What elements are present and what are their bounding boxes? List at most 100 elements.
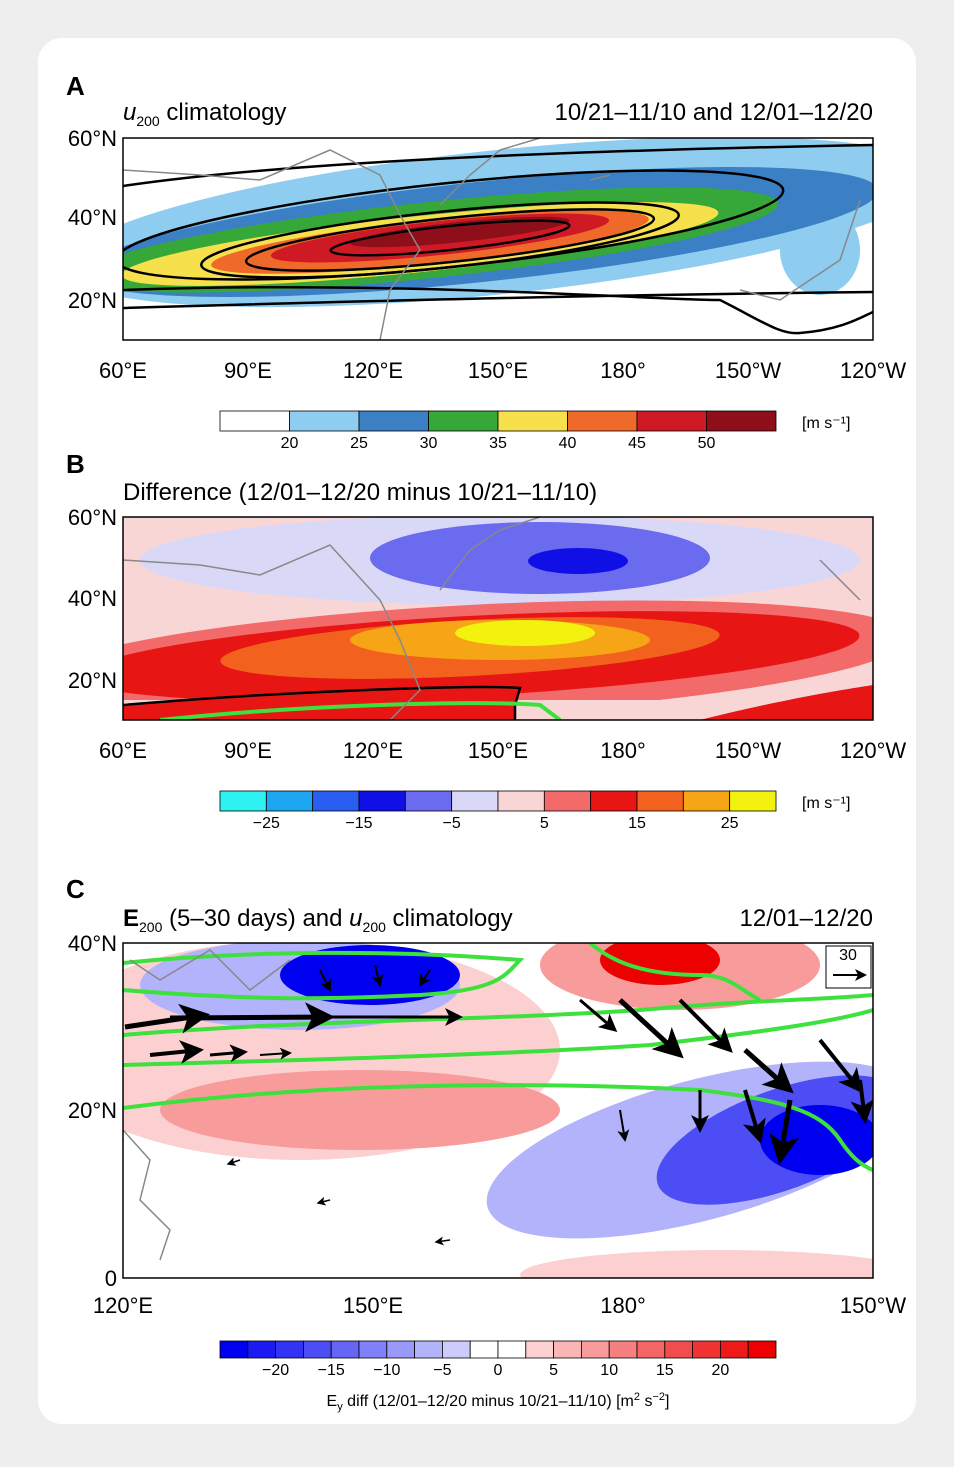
colorbar-swatch bbox=[497, 1340, 527, 1359]
colorbar-unit: [m s⁻¹] bbox=[802, 795, 850, 812]
colorbar-swatch bbox=[636, 1340, 666, 1359]
colorbar-label: 15 bbox=[628, 815, 646, 832]
title-part: Difference (12/01–12/20 minus 10/21–11/1… bbox=[123, 479, 597, 506]
colorbar-swatch bbox=[219, 1340, 249, 1359]
colorbar-swatch bbox=[219, 790, 267, 812]
colorbar-swatch bbox=[358, 410, 429, 432]
colorbar-label: 15 bbox=[656, 1362, 674, 1379]
colorbar-label: −5 bbox=[443, 815, 461, 832]
x-tick-label: 60°E bbox=[99, 738, 147, 763]
field-b bbox=[123, 517, 873, 720]
x-tick-label: 180° bbox=[600, 358, 646, 383]
colorbar-swatch bbox=[608, 1340, 638, 1359]
title-part: E bbox=[123, 905, 139, 932]
x-tick-label: 120°W bbox=[840, 738, 907, 763]
x-tick-label: 150°W bbox=[715, 738, 782, 763]
colorbar-label: 0 bbox=[494, 1362, 503, 1379]
y-tick-label: 40°N bbox=[68, 931, 117, 956]
colorbar-swatch bbox=[525, 1340, 554, 1359]
reference-label: 30 bbox=[839, 947, 857, 964]
x-tick-label: 150°E bbox=[343, 1293, 403, 1318]
colorbar-label: −25 bbox=[253, 815, 280, 832]
x-tick-label: 150°E bbox=[468, 738, 528, 763]
x-tick-label: 150°E bbox=[468, 358, 528, 383]
caption-part: −2 bbox=[652, 1391, 665, 1403]
colorbar-swatch bbox=[664, 1340, 693, 1359]
caption-part: ] bbox=[665, 1393, 669, 1410]
colorbar-swatch bbox=[441, 1340, 471, 1359]
field-c bbox=[123, 943, 873, 1278]
panel-label: C bbox=[66, 874, 85, 904]
panel-label: A bbox=[66, 71, 85, 101]
colorbar-swatch bbox=[386, 1340, 415, 1359]
caption-part: E bbox=[327, 1393, 338, 1410]
colorbar-label: −15 bbox=[345, 815, 372, 832]
title-part: 200 bbox=[139, 919, 163, 935]
panel-title: u200 climatology bbox=[123, 99, 286, 129]
colorbar-label: −15 bbox=[318, 1362, 345, 1379]
colorbar-swatch bbox=[636, 790, 684, 812]
colorbar-label: −20 bbox=[262, 1362, 289, 1379]
x-tick-label: 180° bbox=[600, 738, 646, 763]
x-tick-label: 60°E bbox=[99, 358, 147, 383]
colorbar-swatch bbox=[543, 790, 592, 812]
y-tick-label: 40°N bbox=[68, 205, 117, 230]
colorbar-label: 10 bbox=[600, 1362, 618, 1379]
colorbar-swatch bbox=[358, 1340, 388, 1359]
colorbar-swatch bbox=[497, 790, 545, 812]
colorbar-swatch bbox=[469, 1340, 499, 1359]
x-tick-label: 90°E bbox=[224, 738, 272, 763]
colorbar-swatch bbox=[219, 410, 290, 432]
x-tick-label: 120°W bbox=[840, 358, 907, 383]
panel-right-title: 12/01–12/20 bbox=[740, 905, 873, 932]
colorbar-swatch bbox=[428, 410, 499, 432]
colorbar-swatch bbox=[404, 790, 453, 812]
y-tick-label: 40°N bbox=[68, 586, 117, 611]
x-tick-label: 180° bbox=[600, 1293, 646, 1318]
colorbar-label: 25 bbox=[350, 435, 368, 452]
plot-frame bbox=[122, 516, 874, 721]
colorbar-caption: Ey diff (12/01–12/20 minus 10/21–11/10) … bbox=[327, 1391, 670, 1413]
colorbar-label: 50 bbox=[698, 435, 716, 452]
colorbar-swatch bbox=[247, 1340, 277, 1359]
colorbar-swatch bbox=[302, 1340, 332, 1359]
plot-frame bbox=[122, 942, 874, 1279]
plot-frame bbox=[122, 137, 874, 341]
colorbar-label: 35 bbox=[489, 435, 507, 452]
colorbar-swatch bbox=[692, 1340, 721, 1359]
title-part: climatology bbox=[160, 99, 287, 126]
reference-box bbox=[825, 945, 872, 989]
x-tick-label: 120°E bbox=[343, 738, 403, 763]
colorbar-label: 5 bbox=[549, 1362, 558, 1379]
colorbar-swatch bbox=[553, 1340, 582, 1359]
colorbar-label: −5 bbox=[433, 1362, 451, 1379]
x-tick-label: 120°E bbox=[343, 358, 403, 383]
y-tick-label: 20°N bbox=[68, 1098, 117, 1123]
y-tick-label: 60°N bbox=[68, 505, 117, 530]
panel-title: Difference (12/01–12/20 minus 10/21–11/1… bbox=[123, 479, 597, 506]
colorbar-label: 45 bbox=[628, 435, 646, 452]
caption-part: s bbox=[640, 1393, 652, 1410]
colorbar-label: 40 bbox=[559, 435, 577, 452]
colorbar-swatch bbox=[636, 410, 707, 432]
colorbar-swatch bbox=[729, 790, 777, 812]
x-tick-label: 90°E bbox=[224, 358, 272, 383]
colorbar-swatch bbox=[581, 1340, 610, 1359]
panel-label: B bbox=[66, 449, 85, 479]
colorbar-swatch bbox=[497, 410, 568, 432]
panel-right-title: 10/21–11/10 and 12/01–12/20 bbox=[554, 99, 873, 126]
x-tick-label: 120°E bbox=[93, 1293, 153, 1318]
title-part: u bbox=[349, 905, 362, 932]
y-tick-label: 20°N bbox=[68, 668, 117, 693]
x-tick-label: 150°W bbox=[840, 1293, 907, 1318]
colorbar-swatch bbox=[330, 1340, 360, 1359]
caption-part: diff (12/01–12/20 minus 10/21–11/10) [m bbox=[343, 1393, 634, 1410]
y-tick-label: 0 bbox=[105, 1266, 117, 1291]
y-tick-label: 20°N bbox=[68, 288, 117, 313]
colorbar-swatch bbox=[747, 1340, 777, 1359]
caption-part: y bbox=[337, 1401, 343, 1413]
y-tick-label: 60°N bbox=[68, 126, 117, 151]
colorbar-label: 5 bbox=[540, 815, 549, 832]
title-part: (5–30 days) and bbox=[162, 905, 349, 932]
colorbar-swatch bbox=[289, 410, 360, 432]
